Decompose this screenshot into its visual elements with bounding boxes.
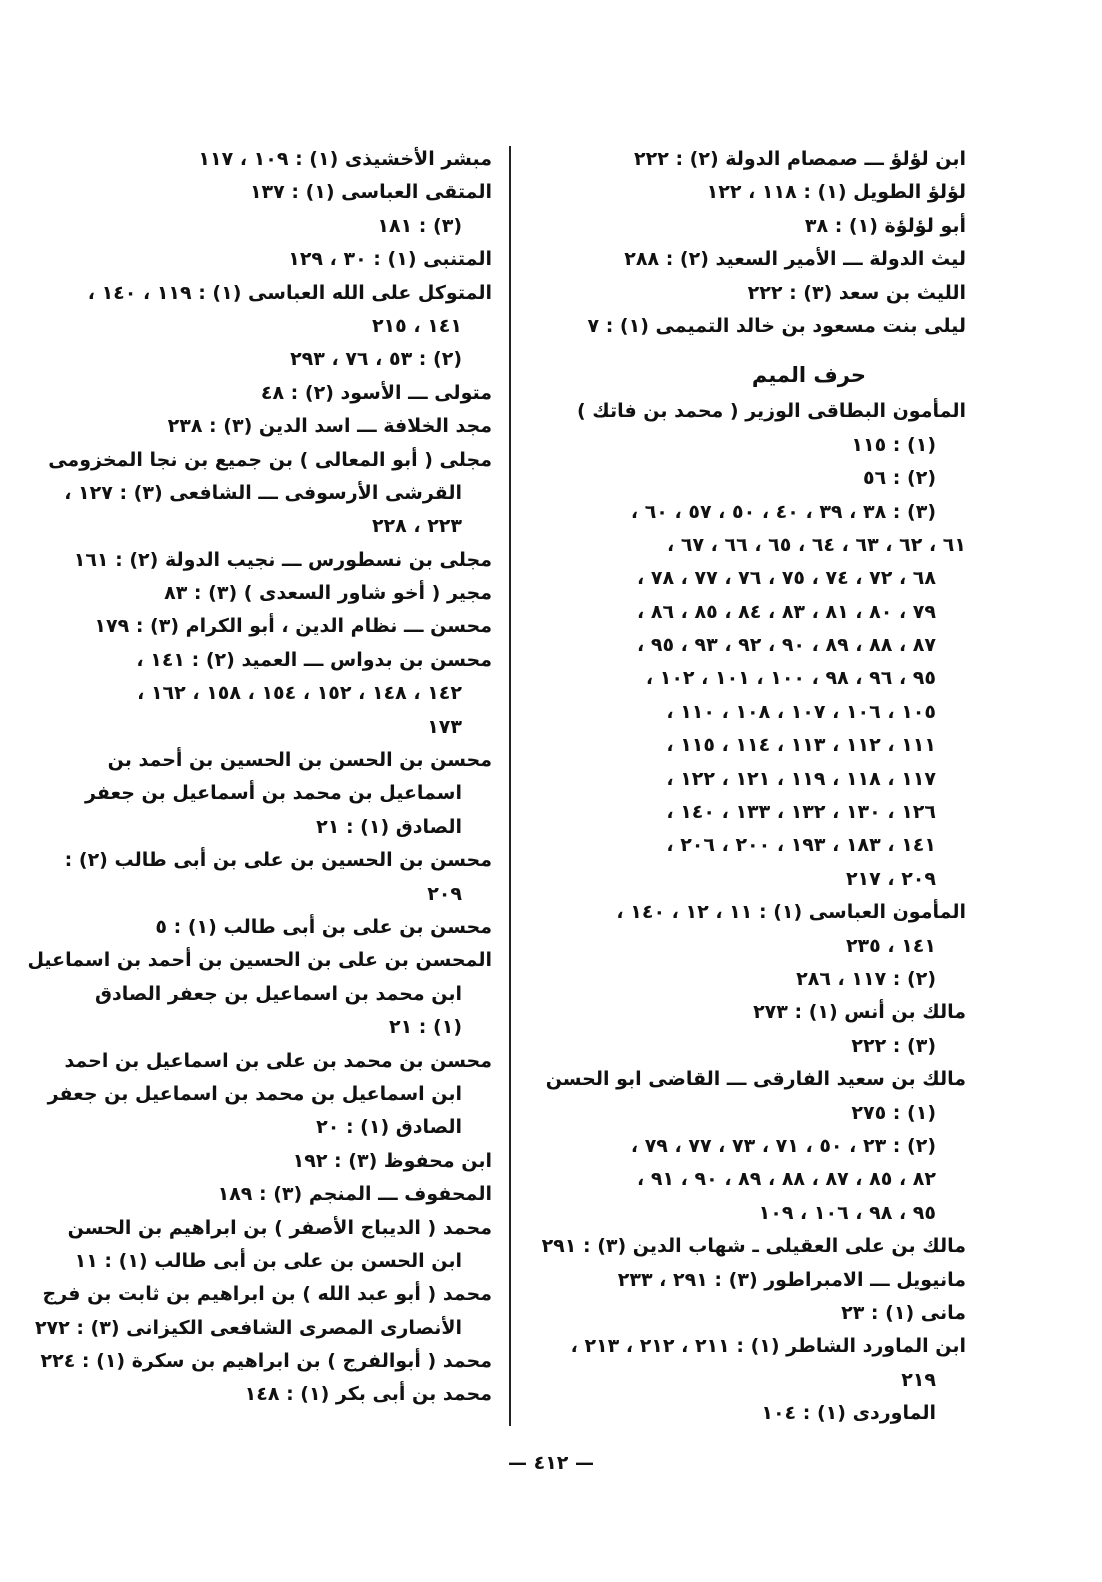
index-entry-continuation: ٢١٩ [901,1368,936,1391]
index-entry-continuation: ٢٠٩ [427,882,462,905]
index-entry: مانى (١) : ٢٣ [841,1301,966,1324]
index-entry-continuation: ١٤١ ، ٢١٥ [371,314,462,337]
index-entry-continuation: ٢٢٣ ، ٢٢٨ [371,515,462,538]
index-entry-continuation: القرشى الأرسوفى ـــ الشافعى (٣) : ١٢٧ ، [64,481,462,504]
index-entry: مجير ( أخو شاور السعدى ) (٣) : ٨٣ [164,582,492,605]
index-entry: الليث بن سعد (٣) : ٢٢٢ [747,281,966,304]
index-entry-continuation: ١٤١ ، ١٨٣ ، ١٩٣ ، ٢٠٠ ، ٢٠٦ ، [666,834,936,857]
index-entry-continuation: ١١٧ ، ١١٨ ، ١١٩ ، ١٢١ ، ١٢٢ ، [666,767,936,790]
index-entry-continuation: (١) : ١١٥ [851,433,936,456]
index-entry: محسن بن الحسن بن الحسين بن أحمد بن [107,749,492,772]
index-entry: المتنبى (١) : ٣٠ ، ١٢٩ [288,248,492,271]
index-entry: مجلى ( أبو المعالى ) بن جميع بن نجا المخ… [48,448,492,471]
index-entry: محسن بن الحسين بن على بن أبى طالب (٢) : [64,849,492,872]
index-entry-continuation: الأنصارى المصرى الشافعى الكيزانى (٣) : ٢… [34,1316,462,1339]
index-entry: مبشر الأخشيذى (١) : ١٠٩ ، ١١٧ [198,148,492,170]
index-entry: مالك بن على العقيلى ـ شهاب الدين (٣) : ٢… [541,1235,966,1258]
index-entry-continuation: ١٠٥ ، ١٠٦ ، ١٠٧ ، ١٠٨ ، ١١٠ ، [666,700,936,723]
index-entry: أبو لؤلؤة (١) : ٣٨ [804,214,966,237]
index-entry-continuation: اسماعيل بن محمد بن أسماعيل بن جعفر [85,782,462,805]
index-entry-continuation: (١) : ٢٧٥ [851,1101,936,1124]
column-divider [509,146,511,1426]
index-entry-continuation: ٩٥ ، ٩٨ ، ١٠٦ ، ١٠٩ [758,1201,936,1224]
index-entry-continuation: ٧٩ ، ٨٠ ، ٨١ ، ٨٣ ، ٨٤ ، ٨٥ ، ٨٦ ، [637,600,936,623]
index-entry-continuation: ١١١ ، ١١٢ ، ١١٣ ، ١١٤ ، ١١٥ ، [666,734,936,757]
index-entry: مجلى بن نسطورس ـــ نجيب الدولة (٢) : ١٦١ [73,548,492,571]
index-entry-continuation: ٨٧ ، ٨٨ ، ٨٩ ، ٩٠ ، ٩٢ ، ٩٣ ، ٩٥ ، [637,634,936,657]
page-number: — ٤١٢ — [507,1452,595,1474]
index-entry: مالك بن سعيد الفارقى ـــ القاضى ابو الحس… [545,1068,966,1091]
index-entry: ليلى بنت مسعود بن خالد التميمى (١) : ٧ [587,314,967,337]
index-entry-continuation: الماوردى (١) : ١٠٤ [761,1402,936,1425]
index-entry-continuation: ابن محمد بن اسماعيل بن جعفر الصادق [95,982,462,1005]
index-entry: المحسن بن على بن الحسين بن أحمد بن اسماع… [27,949,492,972]
index-entry-continuation: (٢) : ١١٧ ، ٢٨٦ [796,967,936,990]
index-entry: ابن لؤلؤ ـــ صمصام الدولة (٢) : ٢٢٢ [634,148,966,170]
index-entry: المتقى العباسى (١) : ١٣٧ [249,181,492,204]
index-entry: ٦١ ، ٦٢ ، ٦٣ ، ٦٤ ، ٦٥ ، ٦٦ ، ٦٧ ، [667,533,966,556]
index-entry: محمد ( أبوالفرج ) بن ابراهيم بن سكرة (١)… [40,1350,493,1373]
index-entry-continuation: (١) : ٢١ [388,1016,462,1039]
index-entry-continuation: ١٢٦ ، ١٣٠ ، ١٣٢ ، ١٣٣ ، ١٤٠ ، [666,801,936,824]
index-entry-continuation: ٩٥ ، ٩٦ ، ٩٨ ، ١٠٠ ، ١٠١ ، ١٠٢ ، [645,667,936,690]
index-entry-continuation: ٦٨ ، ٧٢ ، ٧٤ ، ٧٥ ، ٧٦ ، ٧٧ ، ٧٨ ، [637,567,936,590]
index-entry-continuation: (٣) : ٢٢٢ [851,1034,936,1057]
index-entry: المأمون العباسى (١) : ١١ ، ١٢ ، ١٤٠ ، [616,901,966,924]
index-entry: مانيويل ـــ الامبراطور (٣) : ٢٩١ ، ٢٣٣ [617,1268,966,1291]
index-entry-continuation: (٢) : ٢٣ ، ٥٠ ، ٧١ ، ٧٣ ، ٧٧ ، ٧٩ ، [630,1134,936,1157]
index-entry-continuation: الصادق (١) : ٢٠ [316,1116,462,1139]
index-entry: ليث الدولة ـــ الأمير السعيد (٢) : ٢٨٨ [624,248,966,271]
index-entry-continuation: ١٤١ ، ٢٣٥ [845,934,936,957]
index-entry-continuation: (٢) : ٥٦ [862,467,936,490]
index-entry-continuation: ٨٢ ، ٨٥ ، ٨٧ ، ٨٨ ، ٨٩ ، ٩٠ ، ٩١ ، [637,1168,936,1191]
index-column-left: مبشر الأخشيذى (١) : ١٠٩ ، ١١٧ المتقى العب… [27,143,493,1412]
index-entry: مجد الخلافة ـــ اسد الدين (٣) : ٢٣٨ [167,415,492,438]
index-entry-continuation: (٣) : ٣٨ ، ٣٩ ، ٤٠ ، ٥٠ ، ٥٧ ، ٦٠ ، [630,500,936,523]
index-entry: متولى ـــ الأسود (٢) : ٤٨ [260,381,492,404]
index-entry: المأمون البطاقى الوزير ( محمد بن فاتك ) [576,400,966,423]
index-entry: محسن ـــ نظام الدين ، أبو الكرام (٣) : ١… [94,615,492,638]
index-entry-continuation: الصادق (١) : ٢١ [316,815,462,838]
index-entry: محمد ( الديباج الأصفر ) بن ابراهيم بن ال… [67,1216,492,1239]
index-entry: محسن بن بدواس ـــ العميد (٢) : ١٤١ ، [136,648,492,671]
index-column-right: ابن لؤلؤ ـــ صمصام الدولة (٢) : ٢٢٢ لؤلؤ … [538,143,966,1430]
index-entry: لؤلؤ الطويل (١) : ١١٨ ، ١٢٢ [706,181,966,204]
index-entry: ابن محفوظ (٣) : ١٩٢ [292,1149,492,1172]
index-entry-continuation: ١٧٣ [427,715,462,738]
index-entry: محسن بن على بن أبى طالب (١) : ٥ [155,915,492,938]
index-entry-continuation: ابن اسماعيل بن محمد بن اسماعيل بن جعفر [47,1082,462,1105]
index-entry: محمد بن أبى بكر (١) : ١٤٨ [244,1383,492,1406]
index-entry-continuation: ١٤٢ ، ١٤٨ ، ١٥٢ ، ١٥٤ ، ١٥٨ ، ١٦٢ ، [137,682,462,705]
index-entry: المحفوف ـــ المنجم (٣) : ١٨٩ [217,1183,492,1206]
section-heading: حرف الميم [751,363,866,388]
index-entry-continuation: (٣) : ١٨١ [377,214,462,237]
index-entry-continuation: ابن الحسن بن على بن أبى طالب (١) : ١١ [74,1249,462,1272]
index-entry: ابن الماورد الشاطر (١) : ٢١١ ، ٢١٢ ، ٢١٣… [570,1335,966,1358]
index-entry-continuation: ٢٠٩ ، ٢١٧ [845,867,936,890]
index-entry: المتوكل على الله العباسى (١) : ١١٩ ، ١٤٠… [87,281,492,304]
index-entry: محسن بن محمد بن على بن اسماعيل بن احمد [64,1049,492,1072]
index-entry-continuation: (٢) : ٥٣ ، ٧٦ ، ٢٩٣ [290,348,462,371]
index-entry: مالك بن أنس (١) : ٢٧٣ [753,1001,966,1024]
index-entry: محمد ( أبو عبد الله ) بن ابراهيم بن ثابت… [42,1283,492,1306]
